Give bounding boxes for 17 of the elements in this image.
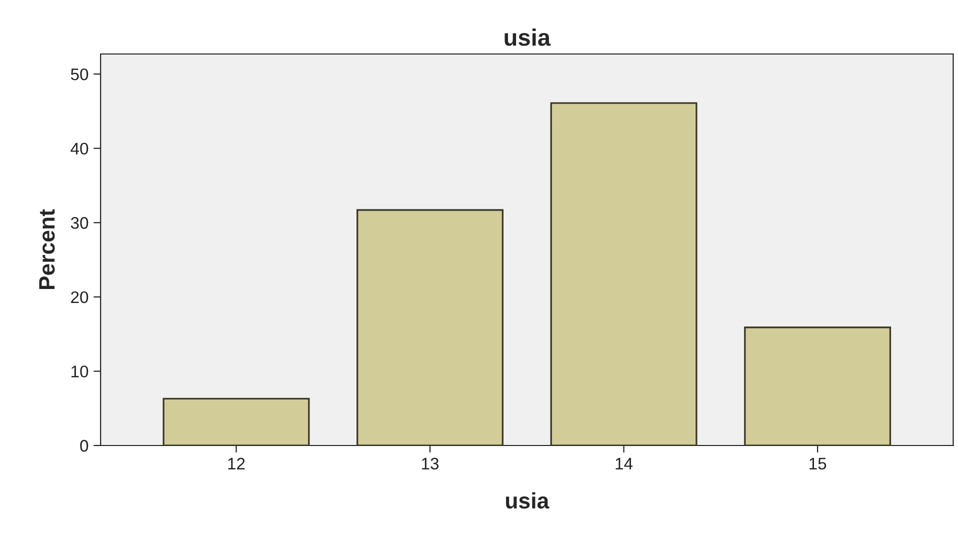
x-tick-label: 12 [228, 458, 245, 470]
y-tick-label: 30 [70, 217, 88, 229]
y-tick-label: 0 [80, 440, 88, 452]
y-tick-label: 10 [72, 366, 88, 378]
y-tick-label: 50 [70, 68, 88, 80]
x-tick-label: 14 [616, 458, 633, 470]
x-tick-label: 15 [810, 458, 826, 470]
chart-title: usia [504, 28, 551, 46]
x-tick-label: 13 [422, 458, 439, 470]
bar [162, 398, 310, 446]
y-tick-label: 20 [71, 291, 88, 304]
y-tick-label: 40 [70, 142, 88, 155]
x-axis-title: usia [506, 492, 550, 509]
bar [550, 102, 698, 446]
bar [356, 209, 504, 446]
bar [744, 326, 892, 446]
y-axis-title: Percent [39, 209, 55, 290]
